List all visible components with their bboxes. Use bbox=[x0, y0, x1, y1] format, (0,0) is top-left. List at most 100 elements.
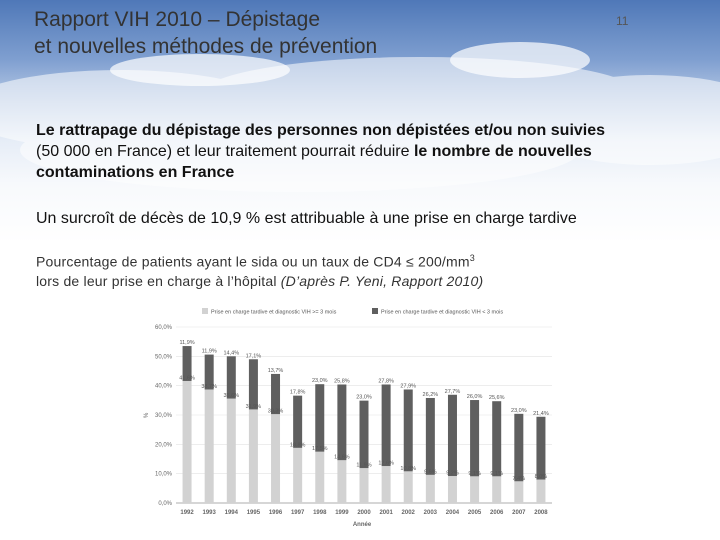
data-label-dark: 25,6% bbox=[489, 395, 505, 401]
bar-segment-light bbox=[182, 380, 192, 503]
x-tick-label: 2004 bbox=[446, 510, 460, 516]
data-label-dark: 17,1% bbox=[246, 353, 262, 359]
data-label-light: 9,2% bbox=[446, 471, 459, 477]
data-label-dark: 25,8% bbox=[334, 378, 350, 384]
bar-segment-dark bbox=[425, 397, 435, 475]
data-label-light: 9,1% bbox=[490, 471, 503, 477]
y-tick-label: 40,0% bbox=[155, 384, 173, 390]
paragraph-mortality: Un surcroît de décès de 10,9 % est attri… bbox=[36, 210, 577, 227]
y-tick-label: 50,0% bbox=[155, 354, 173, 360]
x-tick-label: 2006 bbox=[490, 510, 504, 516]
data-label-dark: 27,8% bbox=[378, 378, 394, 384]
bar-segment-dark bbox=[536, 416, 546, 480]
bar-segment-light bbox=[447, 476, 457, 503]
bar-segment-dark bbox=[381, 384, 391, 467]
bar-segment-light bbox=[470, 476, 480, 503]
slide-number: 11 bbox=[616, 14, 629, 28]
legend-swatch-dark bbox=[372, 308, 378, 314]
bar-segment-light bbox=[293, 447, 303, 503]
slide-title-line-2: et nouvelles méthodes de prévention bbox=[34, 35, 378, 58]
data-label-dark: 23,0% bbox=[312, 378, 328, 384]
bar-segment-light bbox=[381, 466, 391, 503]
data-label-dark: 27,7% bbox=[445, 389, 461, 395]
data-label-light: 30,3% bbox=[268, 409, 284, 415]
bar-segment-light bbox=[514, 481, 524, 503]
legend-label-light: Prise en charge tardive et diagnostic VI… bbox=[211, 310, 337, 316]
data-label-light: 38,7% bbox=[201, 384, 217, 390]
chart-caption-line-2: lors de leur prise en charge à l’hôpital bbox=[36, 272, 281, 289]
bar-segment-dark bbox=[492, 401, 502, 477]
paragraph-screening-middle: (50 000 en France) et leur traitement po… bbox=[36, 143, 414, 160]
bar-segment-dark bbox=[271, 373, 281, 415]
x-tick-label: 2007 bbox=[512, 510, 526, 516]
data-label-light: 9,6% bbox=[424, 469, 437, 475]
bar-segment-light bbox=[403, 471, 413, 503]
data-label-light: 41,6% bbox=[179, 375, 195, 381]
bar-segment-dark bbox=[470, 400, 480, 477]
y-axis-title: % bbox=[144, 412, 150, 418]
bar-segment-light bbox=[248, 409, 258, 503]
data-label-light: 9,1% bbox=[468, 471, 481, 477]
bar-segment-light bbox=[359, 468, 369, 503]
bar-segment-light bbox=[536, 479, 546, 503]
x-tick-label: 2000 bbox=[357, 510, 371, 516]
late-care-bar-chart: Prise en charge tardive et diagnostic VI… bbox=[144, 308, 552, 528]
bar-segment-dark bbox=[182, 346, 192, 381]
x-tick-label: 1993 bbox=[202, 510, 216, 516]
paragraph-screening: Le rattrapage du dépistage des personnes… bbox=[36, 120, 616, 183]
bar-segment-dark bbox=[403, 389, 413, 472]
bar-segment-light bbox=[271, 414, 281, 503]
bar-segment-dark bbox=[293, 395, 303, 448]
data-label-dark: 23,0% bbox=[511, 408, 527, 414]
bar-segment-light bbox=[204, 389, 214, 503]
y-tick-label: 60,0% bbox=[155, 325, 173, 331]
paragraph-screening-bold-start: Le rattrapage du dépistage des personnes… bbox=[36, 122, 606, 139]
x-axis-title: Année bbox=[353, 522, 372, 528]
chart-caption-source: (D’après P. Yeni, Rapport 2010) bbox=[280, 272, 484, 289]
x-tick-label: 2001 bbox=[379, 510, 393, 516]
x-tick-label: 2008 bbox=[534, 510, 548, 516]
x-tick-label: 2002 bbox=[402, 510, 416, 516]
slide-title: Rapport VIH 2010 – Dépistage et nouvelle… bbox=[34, 6, 574, 60]
data-label-light: 18,8% bbox=[290, 442, 306, 448]
data-label-dark: 11,9% bbox=[179, 340, 194, 346]
data-label-light: 10,8% bbox=[400, 466, 416, 472]
x-tick-label: 1995 bbox=[247, 510, 261, 516]
x-tick-label: 1992 bbox=[180, 510, 194, 516]
data-label-light: 7,4% bbox=[513, 476, 526, 482]
data-label-dark: 26,2% bbox=[423, 392, 439, 398]
chart-caption: Pourcentage de patients ayant le sida ou… bbox=[36, 249, 596, 291]
data-label-dark: 17,8% bbox=[290, 390, 306, 396]
bar-segment-dark bbox=[359, 400, 369, 469]
bar-segment-dark bbox=[337, 384, 347, 461]
x-tick-label: 1998 bbox=[313, 510, 327, 516]
x-tick-label: 1994 bbox=[225, 510, 239, 516]
legend-swatch-light bbox=[202, 308, 208, 314]
bar-segment-dark bbox=[248, 359, 258, 410]
bar-segment-dark bbox=[447, 394, 457, 477]
legend-label-dark: Prise en charge tardive et diagnostic VI… bbox=[381, 310, 503, 316]
bar-segment-dark bbox=[514, 413, 524, 482]
y-tick-label: 0,0% bbox=[158, 501, 172, 507]
chart-bars bbox=[182, 346, 546, 503]
bar-segment-dark bbox=[204, 354, 214, 390]
bar-segment-light bbox=[337, 460, 347, 503]
bar-segment-dark bbox=[226, 356, 236, 399]
x-tick-label: 1996 bbox=[269, 510, 283, 516]
bar-segment-light bbox=[425, 474, 435, 503]
data-label-dark: 23,0% bbox=[356, 395, 372, 401]
data-label-light: 17,5% bbox=[312, 446, 328, 452]
paragraph-screening-bold-end: le nombre de nouvelles contaminations en… bbox=[36, 143, 592, 181]
data-label-light: 35,6% bbox=[223, 393, 239, 399]
data-label-light: 14,6% bbox=[334, 455, 350, 461]
data-label-light: 12,6% bbox=[378, 461, 394, 467]
bar-segment-dark bbox=[315, 384, 325, 452]
x-tick-label: 2003 bbox=[424, 510, 438, 516]
data-label-dark: 13,7% bbox=[268, 368, 284, 374]
data-label-dark: 26,0% bbox=[467, 394, 483, 400]
data-label-dark: 21,4% bbox=[533, 411, 549, 417]
chart-caption-superscript: 3 bbox=[469, 253, 475, 263]
y-tick-label: 30,0% bbox=[155, 413, 173, 419]
bar-segment-light bbox=[315, 451, 325, 503]
data-label-dark: 11,9% bbox=[202, 349, 217, 355]
